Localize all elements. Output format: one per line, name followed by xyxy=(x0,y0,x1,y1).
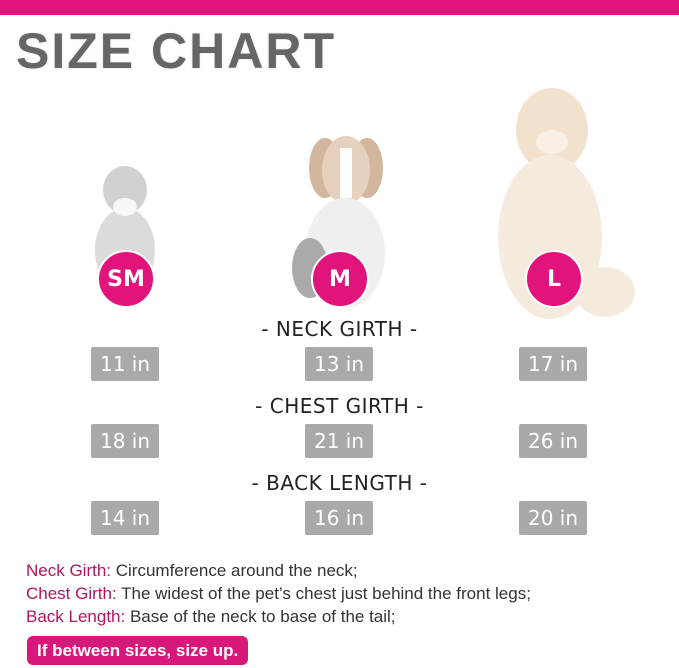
back-value-m: 16 in xyxy=(305,501,373,535)
note-back: Back Length: Base of the neck to base of… xyxy=(26,607,396,626)
chest-value-m: 21 in xyxy=(305,424,373,458)
neck-value-l: 17 in xyxy=(519,347,587,381)
back-value-l: 20 in xyxy=(519,501,587,535)
neck-value-sm: 11 in xyxy=(91,347,159,381)
page-title: SIZE CHART xyxy=(16,23,336,79)
chest-girth-header: - CHEST GIRTH - xyxy=(255,394,424,418)
note-chest: Chest Girth: The widest of the pet’s che… xyxy=(26,584,531,603)
back-length-header: - BACK LENGTH - xyxy=(251,471,428,495)
back-value-sm: 14 in xyxy=(91,501,159,535)
size-badge-l: L xyxy=(525,250,583,308)
size-up-tip: If between sizes, size up. xyxy=(27,636,249,665)
size-badge-sm: SM xyxy=(97,250,155,308)
neck-girth-header: - NECK GIRTH - xyxy=(261,317,418,341)
measurement-notes: Neck Girth: Circumference around the nec… xyxy=(26,559,531,628)
size-badge-m: M xyxy=(311,250,369,308)
note-neck: Neck Girth: Circumference around the nec… xyxy=(26,561,358,580)
chest-value-sm: 18 in xyxy=(91,424,159,458)
chest-value-l: 26 in xyxy=(519,424,587,458)
neck-value-m: 13 in xyxy=(305,347,373,381)
top-accent-bar xyxy=(0,0,679,15)
